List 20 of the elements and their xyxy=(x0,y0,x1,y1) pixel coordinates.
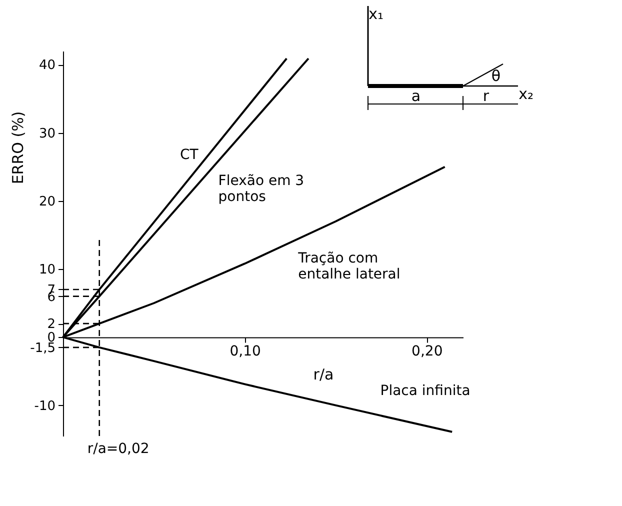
series-label: Placa infinita xyxy=(380,383,470,400)
y-tick-label: 40 xyxy=(38,58,56,74)
y-tick-label: 2 xyxy=(47,317,56,332)
series-label: Flexão em 3 pontos xyxy=(218,173,304,206)
y-tick-label: -10 xyxy=(34,398,56,414)
text: r xyxy=(482,87,490,105)
x-tick-label: 0,20 xyxy=(412,344,443,360)
y-tick-label: 30 xyxy=(38,126,56,142)
text: x₂ xyxy=(518,85,534,103)
y-axis-title: ERRO (%) xyxy=(9,111,28,184)
series-label: CT xyxy=(180,147,199,164)
text: θ xyxy=(491,67,501,85)
x-axis-title: r/a xyxy=(313,366,334,384)
annotation: a xyxy=(411,87,421,105)
y-tick-label: 20 xyxy=(38,194,56,210)
ref-line-label: r/a=0,02 xyxy=(87,441,150,457)
y-tick-label: 10 xyxy=(38,262,56,278)
x-tick-label: 0,10 xyxy=(230,344,261,360)
text: x₁ xyxy=(368,5,384,23)
series-label: Tração com entalhe lateral xyxy=(297,250,400,283)
